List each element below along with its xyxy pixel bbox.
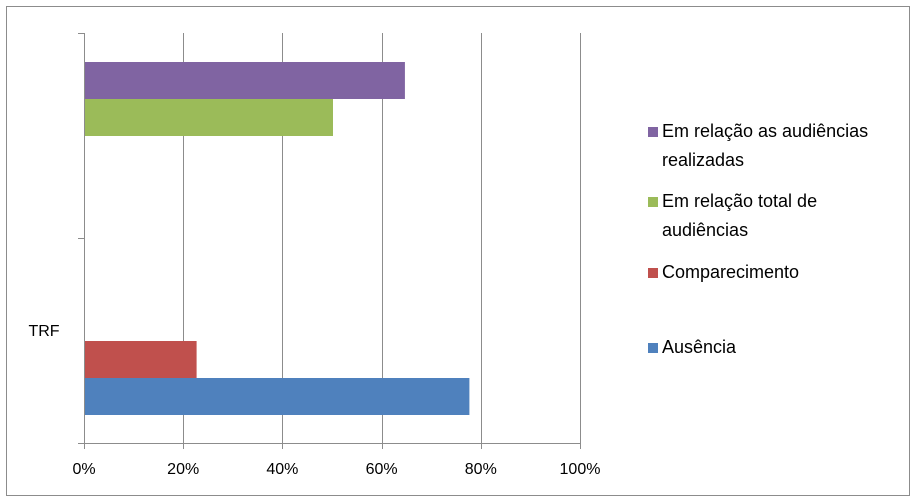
legend-label: Em relação as audiências — [662, 121, 868, 141]
axes — [78, 33, 581, 449]
x-tick-label: 100% — [560, 461, 601, 478]
x-tick-label: 60% — [366, 461, 398, 478]
legend-swatch — [648, 343, 658, 353]
legend-label: Comparecimento — [662, 262, 799, 282]
legend-label: Ausência — [662, 337, 737, 357]
x-tick-label: 20% — [167, 461, 199, 478]
legend-label: audiências — [662, 220, 748, 240]
legend-label: Em relação total de — [662, 191, 817, 211]
x-tick-label: 0% — [72, 461, 95, 478]
legend-swatch — [648, 268, 658, 278]
x-tick-label: 80% — [465, 461, 497, 478]
bar — [85, 378, 470, 415]
category-label: TRF — [28, 323, 59, 340]
legend-label: realizadas — [662, 150, 744, 170]
axis-labels: TRF 0% 20% 40% 60% 80% 100% — [28, 323, 600, 478]
legend-swatch — [648, 127, 658, 137]
bar — [85, 341, 197, 378]
bars — [85, 62, 470, 415]
legend: Em relação as audiências realizadas Em rel… — [648, 121, 868, 357]
bar — [85, 62, 405, 99]
legend-swatch — [648, 197, 658, 207]
x-tick-label: 40% — [266, 461, 298, 478]
bar — [85, 99, 333, 136]
